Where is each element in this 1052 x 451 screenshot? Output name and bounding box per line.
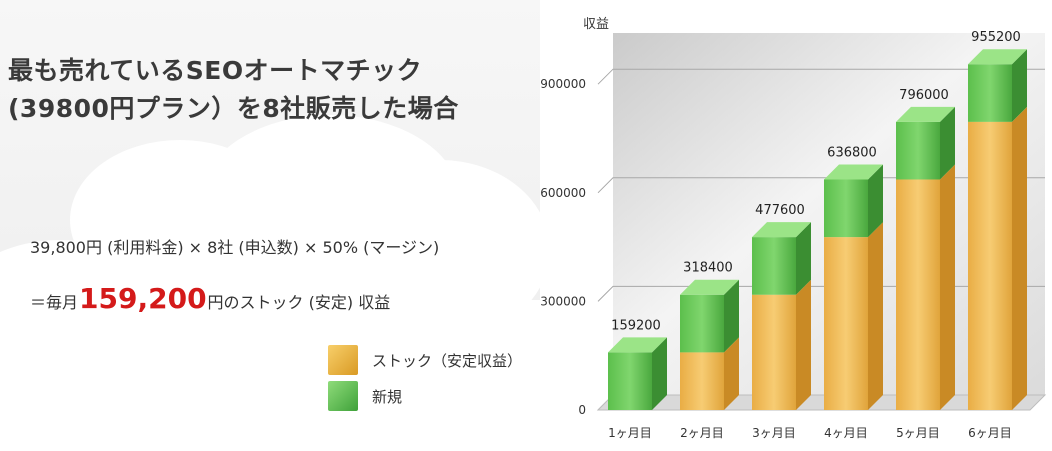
- data-label-4: 636800: [827, 145, 877, 160]
- bar-new-2: [680, 279, 739, 353]
- bar-new-1-front: [608, 352, 652, 410]
- data-label-2: 318400: [683, 261, 733, 276]
- stock-amount: 159,200: [79, 282, 207, 315]
- bar-stock-3-front: [752, 294, 796, 410]
- legend-swatch-new: [328, 381, 358, 411]
- monthly-stock-revenue: ＝毎月 159,200 円のストック (安定) 収益: [30, 282, 390, 315]
- legend-label-new: 新規: [372, 387, 403, 406]
- legend-label-stock: ストック（安定収益）: [372, 351, 523, 370]
- bar-new-4: [824, 164, 883, 238]
- x-tick-label-2: 2ヶ月目: [680, 426, 724, 440]
- bar-new-6-front: [968, 64, 1012, 122]
- bar-new-1-top: [608, 337, 667, 353]
- x-tick-label-1: 1ヶ月目: [608, 426, 652, 440]
- bar-new-5-side: [940, 106, 955, 180]
- bar-new-1-side: [652, 337, 667, 410]
- data-label-1: 159200: [611, 318, 661, 333]
- bar-new-3-side: [796, 222, 811, 295]
- bar-new-4-front: [824, 179, 868, 238]
- data-label-5: 796000: [899, 88, 949, 103]
- bar-stock-6-side: [1012, 106, 1027, 411]
- headline: 最も売れているSEOオートマチック (39800円プラン）を8社販売した場合: [8, 52, 459, 128]
- bar-stock-3-side: [796, 279, 811, 410]
- y-tick-label: 300000: [540, 294, 586, 308]
- bar-new-6-top: [968, 49, 1027, 65]
- bar-new-3-front: [752, 237, 796, 295]
- bar-new-4-top: [824, 164, 883, 180]
- chart-legend: ストック（安定収益） 新規: [328, 344, 522, 416]
- bar-new-5-top: [896, 106, 955, 122]
- legend-item-new: 新規: [328, 380, 522, 412]
- data-label-3: 477600: [755, 203, 805, 218]
- bar-new-2-front: [680, 294, 724, 353]
- y-tick-label: 0: [578, 403, 586, 417]
- bar-new-3: [752, 222, 811, 295]
- bar-new-2-top: [680, 279, 739, 295]
- data-label-6: 955200: [971, 30, 1021, 45]
- y-axis-label: 収益: [583, 17, 609, 32]
- y-tick-label: 600000: [540, 186, 586, 200]
- y-tick-label: 900000: [540, 77, 586, 91]
- cloud-background: [0, 0, 540, 451]
- bar-stock-4-side: [868, 222, 883, 410]
- x-tick-label-6: 6ヶ月目: [968, 426, 1012, 440]
- bar-new-6: [968, 49, 1027, 122]
- bar-stock-5: [896, 164, 955, 410]
- bar-stock-5-front: [896, 179, 940, 410]
- bar-new-1: [608, 337, 667, 410]
- bar-new-5: [896, 106, 955, 180]
- x-tick-label-3: 3ヶ月目: [752, 426, 796, 440]
- headline-line-2: (39800円プラン）を8社販売した場合: [8, 94, 459, 123]
- bar-stock-6-front: [968, 121, 1012, 411]
- x-tick-label-4: 4ヶ月目: [824, 426, 868, 440]
- stock-suffix: 円のストック (安定) 収益: [207, 293, 391, 312]
- legend-swatch-stock: [328, 345, 358, 375]
- x-tick-label-5: 5ヶ月目: [896, 426, 940, 440]
- bar-stock-6: [968, 106, 1027, 411]
- bar-stock-3: [752, 279, 811, 410]
- bar-new-4-side: [868, 164, 883, 238]
- headline-line-1: 最も売れているSEOオートマチック: [8, 56, 423, 85]
- bar-new-5-front: [896, 121, 940, 180]
- bar-new-3-top: [752, 222, 811, 238]
- bar-stock-2-side: [724, 337, 739, 410]
- bar-new-6-side: [1012, 49, 1027, 122]
- bar-stock-4-front: [824, 237, 868, 410]
- bar-new-2-side: [724, 279, 739, 353]
- bar-stock-4: [824, 222, 883, 410]
- revenue-formula: 39,800円 (利用料金) × 8社 (申込数) × 50% (マージン): [30, 238, 440, 257]
- bar-stock-5-side: [940, 164, 955, 410]
- stock-prefix: ＝毎月: [30, 293, 79, 312]
- legend-item-stock: ストック（安定収益）: [328, 344, 522, 376]
- bar-stock-2-front: [680, 352, 724, 410]
- gridline: [597, 68, 1045, 85]
